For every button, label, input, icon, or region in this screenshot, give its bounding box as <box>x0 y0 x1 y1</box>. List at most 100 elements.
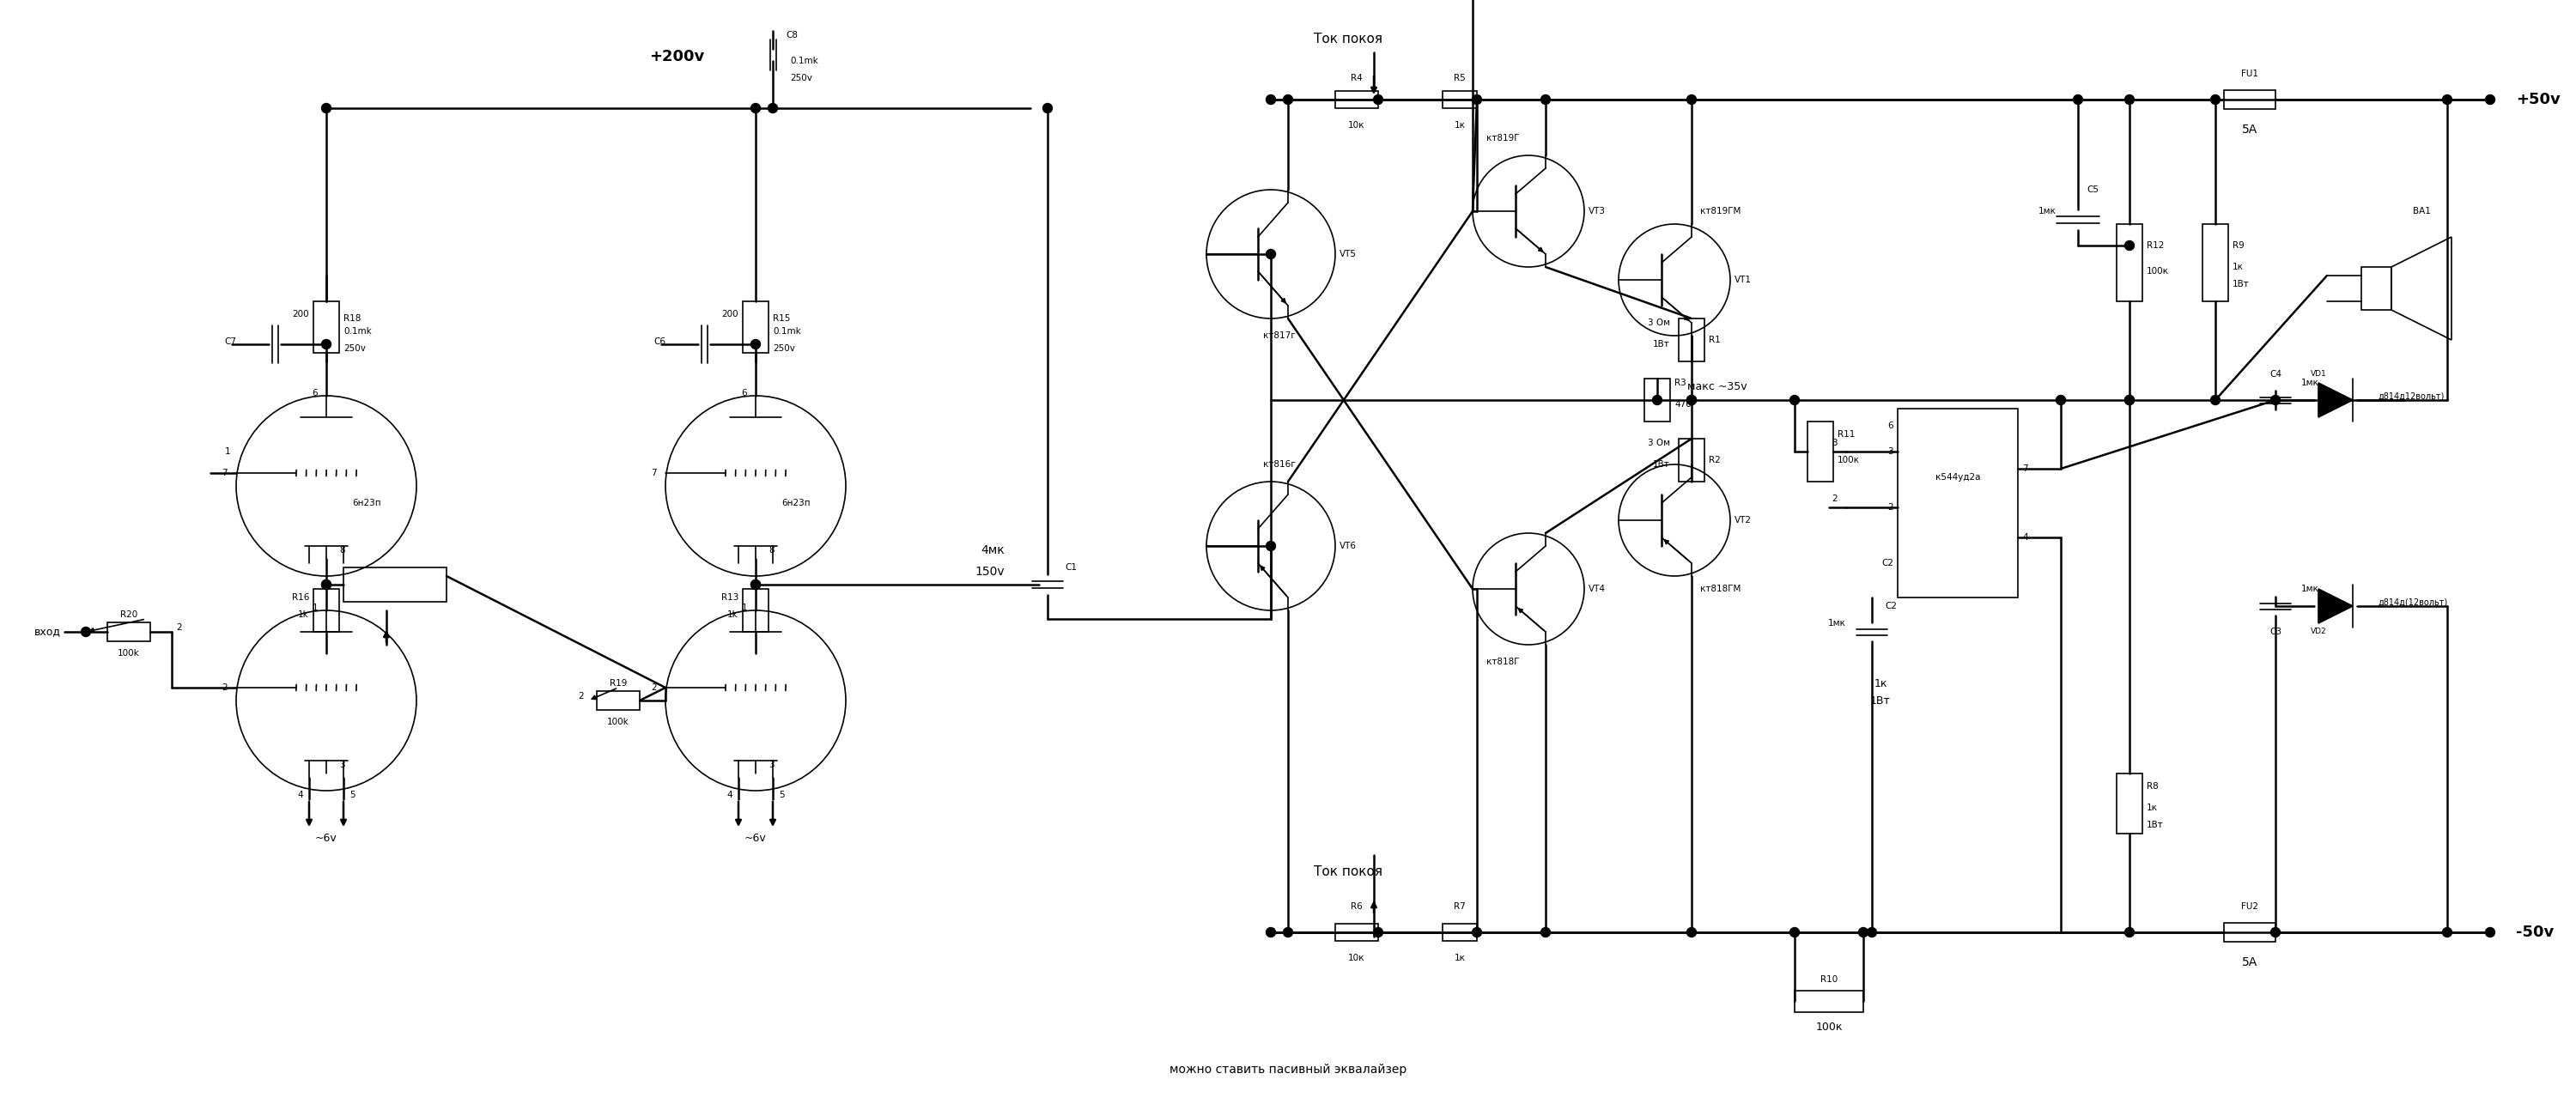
Text: C8: C8 <box>786 31 799 40</box>
Text: 1Вт: 1Вт <box>1870 694 1891 707</box>
Text: 1к: 1к <box>2146 804 2159 813</box>
Text: ~6v: ~6v <box>744 832 768 843</box>
Text: 5: 5 <box>778 790 783 799</box>
Bar <box>742 588 768 631</box>
Polygon shape <box>2318 588 2352 624</box>
Text: 3: 3 <box>1888 447 1893 456</box>
Text: 250v: 250v <box>343 344 366 353</box>
Circle shape <box>2210 395 2221 405</box>
Text: 1к: 1к <box>1873 678 1888 689</box>
Text: 6: 6 <box>742 389 747 397</box>
Text: д814д12вольт): д814д12вольт) <box>2378 392 2445 400</box>
Text: 250v: 250v <box>791 74 811 83</box>
Text: VT5: VT5 <box>1340 250 1358 258</box>
Circle shape <box>1654 395 1662 405</box>
Text: 250v: 250v <box>773 344 796 353</box>
Circle shape <box>1283 95 1293 104</box>
Bar <box>2223 923 2275 942</box>
Text: VD1: VD1 <box>2311 371 2326 379</box>
Circle shape <box>2442 95 2452 104</box>
Text: 100к: 100к <box>2146 267 2169 276</box>
Bar <box>2117 224 2143 301</box>
Text: 100к: 100к <box>1816 1021 1842 1032</box>
Circle shape <box>1790 927 1798 937</box>
Text: 3: 3 <box>1832 438 1837 447</box>
Text: 10к: 10к <box>1347 121 1365 129</box>
Text: 4: 4 <box>2022 533 2027 542</box>
Circle shape <box>2056 395 2066 405</box>
Circle shape <box>1283 927 1293 937</box>
Text: 1к: 1к <box>1453 954 1466 963</box>
Text: Ток покоя: Ток покоя <box>1314 866 1383 879</box>
Text: кт819Г: кт819Г <box>1486 134 1520 142</box>
Text: 1к: 1к <box>2233 263 2244 272</box>
Text: R19: R19 <box>611 679 626 688</box>
Text: 6н23п: 6н23п <box>781 499 811 508</box>
Text: R20: R20 <box>121 611 137 619</box>
Bar <box>1795 990 1862 1011</box>
Text: 1: 1 <box>224 447 229 456</box>
Text: R1: R1 <box>1708 336 1721 344</box>
Bar <box>742 301 768 353</box>
Text: R10: R10 <box>1821 975 1837 984</box>
Polygon shape <box>2318 383 2352 417</box>
Text: R5: R5 <box>1453 74 1466 83</box>
Text: C5: C5 <box>2087 185 2099 194</box>
Text: 2: 2 <box>652 683 657 692</box>
Text: 1мк: 1мк <box>2300 585 2318 593</box>
Text: 1: 1 <box>312 604 317 612</box>
Text: +200v: +200v <box>649 49 703 64</box>
Circle shape <box>1687 927 1695 937</box>
Circle shape <box>1043 104 1051 113</box>
Text: кт818ГМ: кт818ГМ <box>1700 585 1741 593</box>
Circle shape <box>82 627 90 637</box>
Text: R9: R9 <box>2233 242 2244 250</box>
Text: Ток покоя: Ток покоя <box>1314 33 1383 46</box>
Circle shape <box>1267 541 1275 551</box>
Text: BA1: BA1 <box>2414 206 2429 215</box>
Text: к544уд2а: к544уд2а <box>1935 473 1981 481</box>
Circle shape <box>1868 927 1875 937</box>
Text: C2: C2 <box>1886 602 1896 611</box>
Text: 150v: 150v <box>974 565 1005 577</box>
Text: R7: R7 <box>1453 902 1466 911</box>
Text: R2: R2 <box>1708 456 1721 465</box>
Circle shape <box>1267 95 1275 104</box>
Circle shape <box>1473 927 1481 937</box>
Text: 6н23п: 6н23п <box>353 499 381 508</box>
Circle shape <box>322 340 330 349</box>
Text: VT4: VT4 <box>1589 585 1605 593</box>
Bar <box>343 567 446 602</box>
Circle shape <box>1373 927 1383 937</box>
Text: 470: 470 <box>1674 400 1692 408</box>
Circle shape <box>2074 95 2081 104</box>
Text: FU1: FU1 <box>2241 70 2259 78</box>
Circle shape <box>1860 927 1868 937</box>
Text: VT3: VT3 <box>1589 206 1605 215</box>
Text: вход: вход <box>33 626 62 637</box>
Circle shape <box>1540 95 1551 104</box>
Text: C1: C1 <box>1064 563 1077 572</box>
Circle shape <box>2486 95 2494 104</box>
Text: VD2: VD2 <box>2311 628 2326 636</box>
Text: 2: 2 <box>175 624 183 631</box>
Text: кт819ГМ: кт819ГМ <box>1700 206 1741 215</box>
Circle shape <box>768 104 778 113</box>
Text: R13: R13 <box>721 593 739 602</box>
Bar <box>2223 91 2275 109</box>
Bar <box>1808 422 1834 481</box>
Text: VT6: VT6 <box>1340 542 1358 550</box>
Text: 2: 2 <box>1888 503 1893 511</box>
Circle shape <box>2125 95 2133 104</box>
Text: 7: 7 <box>222 469 227 477</box>
Text: C2: C2 <box>1880 559 1893 567</box>
Text: 1мк: 1мк <box>2300 379 2318 388</box>
Text: 1: 1 <box>742 604 747 612</box>
Text: 3 Ом: 3 Ом <box>1649 438 1669 447</box>
Circle shape <box>2442 927 2452 937</box>
Text: 6: 6 <box>1888 422 1893 431</box>
Circle shape <box>1267 250 1275 258</box>
Bar <box>1443 91 1476 108</box>
Text: 4: 4 <box>299 790 304 799</box>
Bar <box>314 588 340 631</box>
